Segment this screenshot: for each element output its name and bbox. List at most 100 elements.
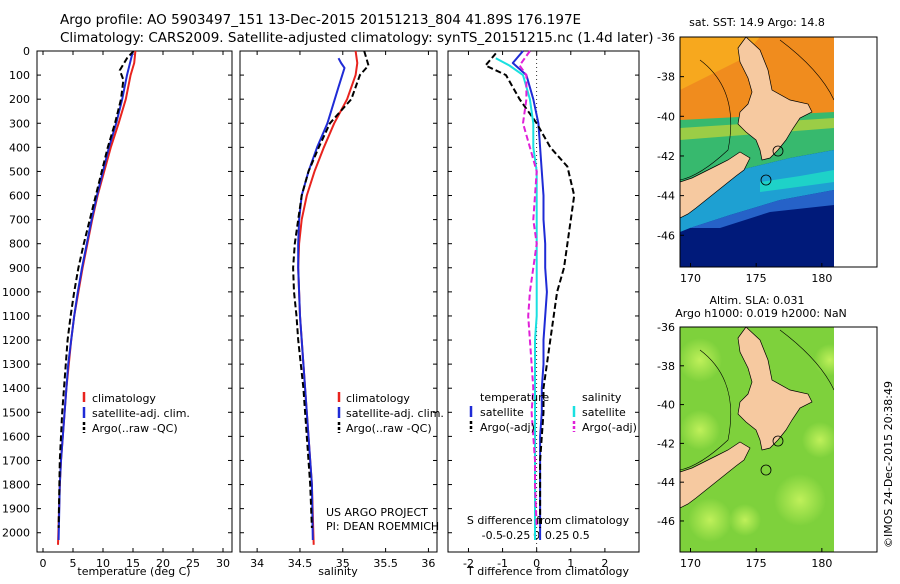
x-tick-label: 35 xyxy=(336,557,350,570)
s-diff-tick-label: -0.5 xyxy=(482,529,503,542)
map-y-tick-label: -46 xyxy=(657,515,675,528)
s-difference-xlabel: S difference from climatology xyxy=(467,514,630,527)
depth-tick-label: 1200 xyxy=(2,334,30,347)
x-tick-label: 0 xyxy=(40,557,47,570)
legend-label-argo: Argo(..raw -QC) xyxy=(346,422,432,435)
series-temperature-argo-adj xyxy=(484,52,576,528)
sst-map xyxy=(680,37,834,267)
temperature-legend: climatology satellite-adj. clim. Argo(..… xyxy=(82,392,190,435)
legend-label-s-argo: Argo(-adj) xyxy=(582,421,637,434)
depth-tick-label: 400 xyxy=(9,141,30,154)
s-diff-tick-label: 0.25 xyxy=(545,529,570,542)
depth-tick-label: 1300 xyxy=(2,358,30,371)
legend-label-argo: Argo(..raw -QC) xyxy=(92,422,178,435)
sst-map-axes: 170 175 180 -36 -38 -40 -42 -44 -46 xyxy=(657,31,832,285)
depth-tick-label: 1400 xyxy=(2,382,30,395)
map-y-tick-label: -40 xyxy=(657,399,675,412)
depth-tick-label: 1600 xyxy=(2,430,30,443)
difference-panel xyxy=(447,50,640,553)
salinity-plot: 34 34.5 35 35.5 36 xyxy=(240,50,437,570)
x-tick-label: 34.5 xyxy=(288,557,313,570)
x-tick-label: -2 xyxy=(463,557,474,570)
series-satellite-adj-clim xyxy=(57,50,134,541)
salinity-panel xyxy=(239,50,438,553)
legend-label-satellite: satellite-adj. clim. xyxy=(92,407,190,420)
legend-label-climatology: climatology xyxy=(92,392,156,405)
series-argo-raw-qc xyxy=(292,50,370,528)
series-temperature-satellite xyxy=(511,50,548,540)
map-y-tick-label: -46 xyxy=(657,229,675,242)
depth-tick-label: 0 xyxy=(23,45,30,58)
depth-tick-label: 1000 xyxy=(2,286,30,299)
x-tick-label: 34 xyxy=(250,557,264,570)
depth-tick-label: 2000 xyxy=(2,527,30,540)
depth-tick-label: 700 xyxy=(9,214,30,227)
s-diff-tick-label: -0.25 xyxy=(502,529,530,542)
salinity-xlabel: salinity xyxy=(318,565,358,578)
x-tick-label: 0 xyxy=(533,557,540,570)
figure-title: Argo profile: AO 5903497_151 13-Dec-2015… xyxy=(60,12,581,28)
t-difference-xlabel: T difference from climatology xyxy=(466,565,629,578)
sla-map xyxy=(680,327,834,552)
sla-map-subtitle: Argo h1000: 0.019 h2000: NaN xyxy=(675,307,847,320)
legend-label-s-satellite: satellite xyxy=(582,406,626,419)
figure-subtitle: Climatology: CARS2009. Satellite-adjuste… xyxy=(60,30,653,46)
depth-tick-label: 1700 xyxy=(2,454,30,467)
x-tick-label: 20 xyxy=(156,557,170,570)
depth-tick-label: 200 xyxy=(9,93,30,106)
pi-credit: PI: DEAN ROEMMICH xyxy=(326,520,439,533)
x-tick-label: 5 xyxy=(70,557,77,570)
legend-header-salinity: salinity xyxy=(582,391,622,404)
sst-map-title: sat. SST: 14.9 Argo: 14.8 xyxy=(689,16,825,29)
legend-label-satellite: satellite-adj. clim. xyxy=(346,407,444,420)
depth-tick-label: 900 xyxy=(9,262,30,275)
map-x-tick-label: 170 xyxy=(680,557,701,570)
x-tick-label: 25 xyxy=(186,557,200,570)
x-tick-label: 1 xyxy=(567,557,574,570)
depth-axis: 0 100 200 300 400 500 600 700 800 900 1000 1100 1200… xyxy=(2,45,30,540)
depth-tick-label: 800 xyxy=(9,238,30,251)
difference-plot: -2 -1 0 1 2-0.5-0.25 0 0.25 0.5 xyxy=(448,50,639,570)
series-argo-raw-qc xyxy=(57,50,135,528)
map-x-tick-label: 170 xyxy=(680,272,701,285)
x-tick-label: 35.5 xyxy=(373,557,398,570)
series-salinity-satellite xyxy=(495,57,538,540)
map-y-tick-label: -40 xyxy=(657,110,675,123)
series-satellite-adj-clim xyxy=(297,57,346,541)
legend-label-t-satellite: satellite xyxy=(480,406,524,419)
map-y-tick-label: -38 xyxy=(657,71,675,84)
map-x-tick-label: 175 xyxy=(746,272,767,285)
depth-tick-label: 100 xyxy=(9,69,30,82)
x-tick-label: 36 xyxy=(421,557,435,570)
legend-header-temperature: temperature xyxy=(480,391,549,404)
legend-label-t-argo: Argo(-adj) xyxy=(480,421,535,434)
imos-watermark: ©IMOS 24-Dec-2015 20:38:49 xyxy=(882,381,895,548)
difference-legend: temperature satellite Argo(-adj) salinit… xyxy=(469,391,637,434)
map-y-tick-label: -36 xyxy=(657,31,675,44)
depth-tick-label: 1900 xyxy=(2,503,30,516)
sst-map-frame xyxy=(679,36,878,268)
series-climatology xyxy=(57,50,137,545)
map-y-tick-label: -42 xyxy=(657,150,675,163)
sla-map-title: Altim. SLA: 0.031 xyxy=(709,294,804,307)
depth-tick-label: 600 xyxy=(9,190,30,203)
sla-map-frame xyxy=(679,326,878,553)
temperature-plot: 0 5 10 15 20 25 30 xyxy=(37,50,232,570)
temperature-xlabel: temperature (deg C) xyxy=(77,565,190,578)
legend-label-climatology: climatology xyxy=(346,392,410,405)
map-y-tick-label: -44 xyxy=(657,476,675,489)
salinity-legend: climatology satellite-adj. clim. Argo(..… xyxy=(337,392,444,435)
map-y-tick-label: -42 xyxy=(657,437,675,450)
depth-tick-label: 1800 xyxy=(2,479,30,492)
x-tick-label: 30 xyxy=(216,557,230,570)
sla-map-axes: 170 175 180 -36 -38 -40 -42 -44 -46 xyxy=(657,321,832,570)
map-y-tick-label: -36 xyxy=(657,321,675,334)
depth-tick-label: 1500 xyxy=(2,406,30,419)
depth-tick-label: 500 xyxy=(9,165,30,178)
map-x-tick-label: 180 xyxy=(811,557,832,570)
depth-tick-label: 300 xyxy=(9,117,30,130)
map-y-tick-label: -38 xyxy=(657,360,675,373)
depth-tick-label: 1100 xyxy=(2,310,30,323)
